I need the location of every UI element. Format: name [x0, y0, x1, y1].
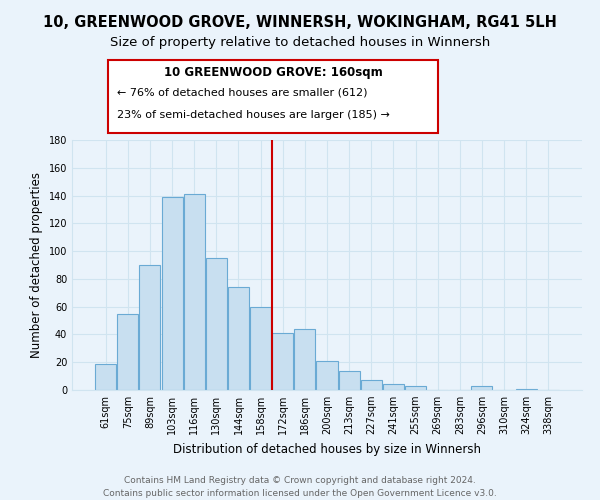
Y-axis label: Number of detached properties: Number of detached properties	[30, 172, 43, 358]
Bar	[184, 194, 205, 390]
Bar	[206, 258, 227, 390]
Bar	[316, 361, 338, 390]
Bar	[405, 386, 426, 390]
Bar	[250, 306, 271, 390]
Bar	[139, 265, 160, 390]
Bar	[228, 287, 249, 390]
Bar	[161, 197, 182, 390]
Text: Size of property relative to detached houses in Winnersh: Size of property relative to detached ho…	[110, 36, 490, 49]
Bar	[383, 384, 404, 390]
Text: 10, GREENWOOD GROVE, WINNERSH, WOKINGHAM, RG41 5LH: 10, GREENWOOD GROVE, WINNERSH, WOKINGHAM…	[43, 15, 557, 30]
X-axis label: Distribution of detached houses by size in Winnersh: Distribution of detached houses by size …	[173, 442, 481, 456]
Text: Contains HM Land Registry data © Crown copyright and database right 2024.
Contai: Contains HM Land Registry data © Crown c…	[103, 476, 497, 498]
Bar	[118, 314, 139, 390]
Bar	[472, 386, 493, 390]
Text: 10 GREENWOOD GROVE: 160sqm: 10 GREENWOOD GROVE: 160sqm	[164, 66, 382, 79]
Text: ← 76% of detached houses are smaller (612): ← 76% of detached houses are smaller (61…	[117, 88, 367, 98]
Bar	[272, 333, 293, 390]
Text: 23% of semi-detached houses are larger (185) →: 23% of semi-detached houses are larger (…	[117, 110, 390, 120]
Bar	[95, 364, 116, 390]
Bar	[515, 388, 536, 390]
Bar	[338, 370, 359, 390]
Bar	[361, 380, 382, 390]
Bar	[295, 329, 316, 390]
